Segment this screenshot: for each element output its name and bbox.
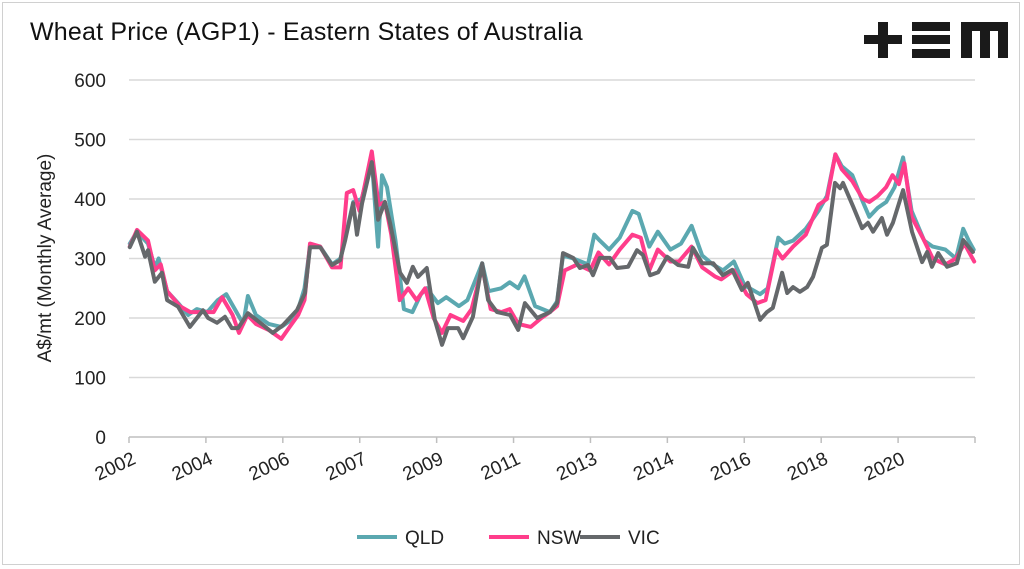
x-tick-label: 2016 [707, 448, 754, 485]
y-tick-label: 200 [74, 309, 106, 330]
y-tick-label: 0 [95, 428, 106, 449]
x-tick-label: 2009 [400, 448, 447, 485]
series-line-vic [127, 160, 975, 347]
legend-label-qld: QLD [405, 528, 444, 549]
series-line-qld [127, 152, 976, 329]
legend-label-vic: VIC [628, 528, 660, 549]
x-tick-label: 2006 [246, 448, 293, 485]
y-tick-label: 300 [74, 250, 106, 271]
x-tick-label: 2020 [861, 448, 908, 485]
x-tick-label: 2011 [478, 448, 524, 484]
x-tick-label: 2014 [630, 448, 678, 485]
x-tick-label: 2002 [92, 448, 139, 485]
x-tick-label: 2004 [169, 448, 217, 485]
x-tick-label: 2018 [784, 448, 831, 485]
chart-title: Wheat Price (AGP1) - Eastern States of A… [30, 18, 583, 46]
x-tick-label: 2013 [553, 448, 600, 485]
y-axis-label: A$/mt (Monthly Average) [35, 154, 56, 363]
legend-label-nsw: NSW [537, 528, 581, 549]
y-tick-label: 400 [74, 190, 106, 211]
y-tick-label: 500 [74, 131, 106, 152]
y-tick-label: 100 [74, 369, 106, 390]
x-tick-label: 2007 [323, 448, 370, 485]
tem-logo [864, 22, 1008, 58]
y-tick-label: 600 [74, 71, 106, 92]
